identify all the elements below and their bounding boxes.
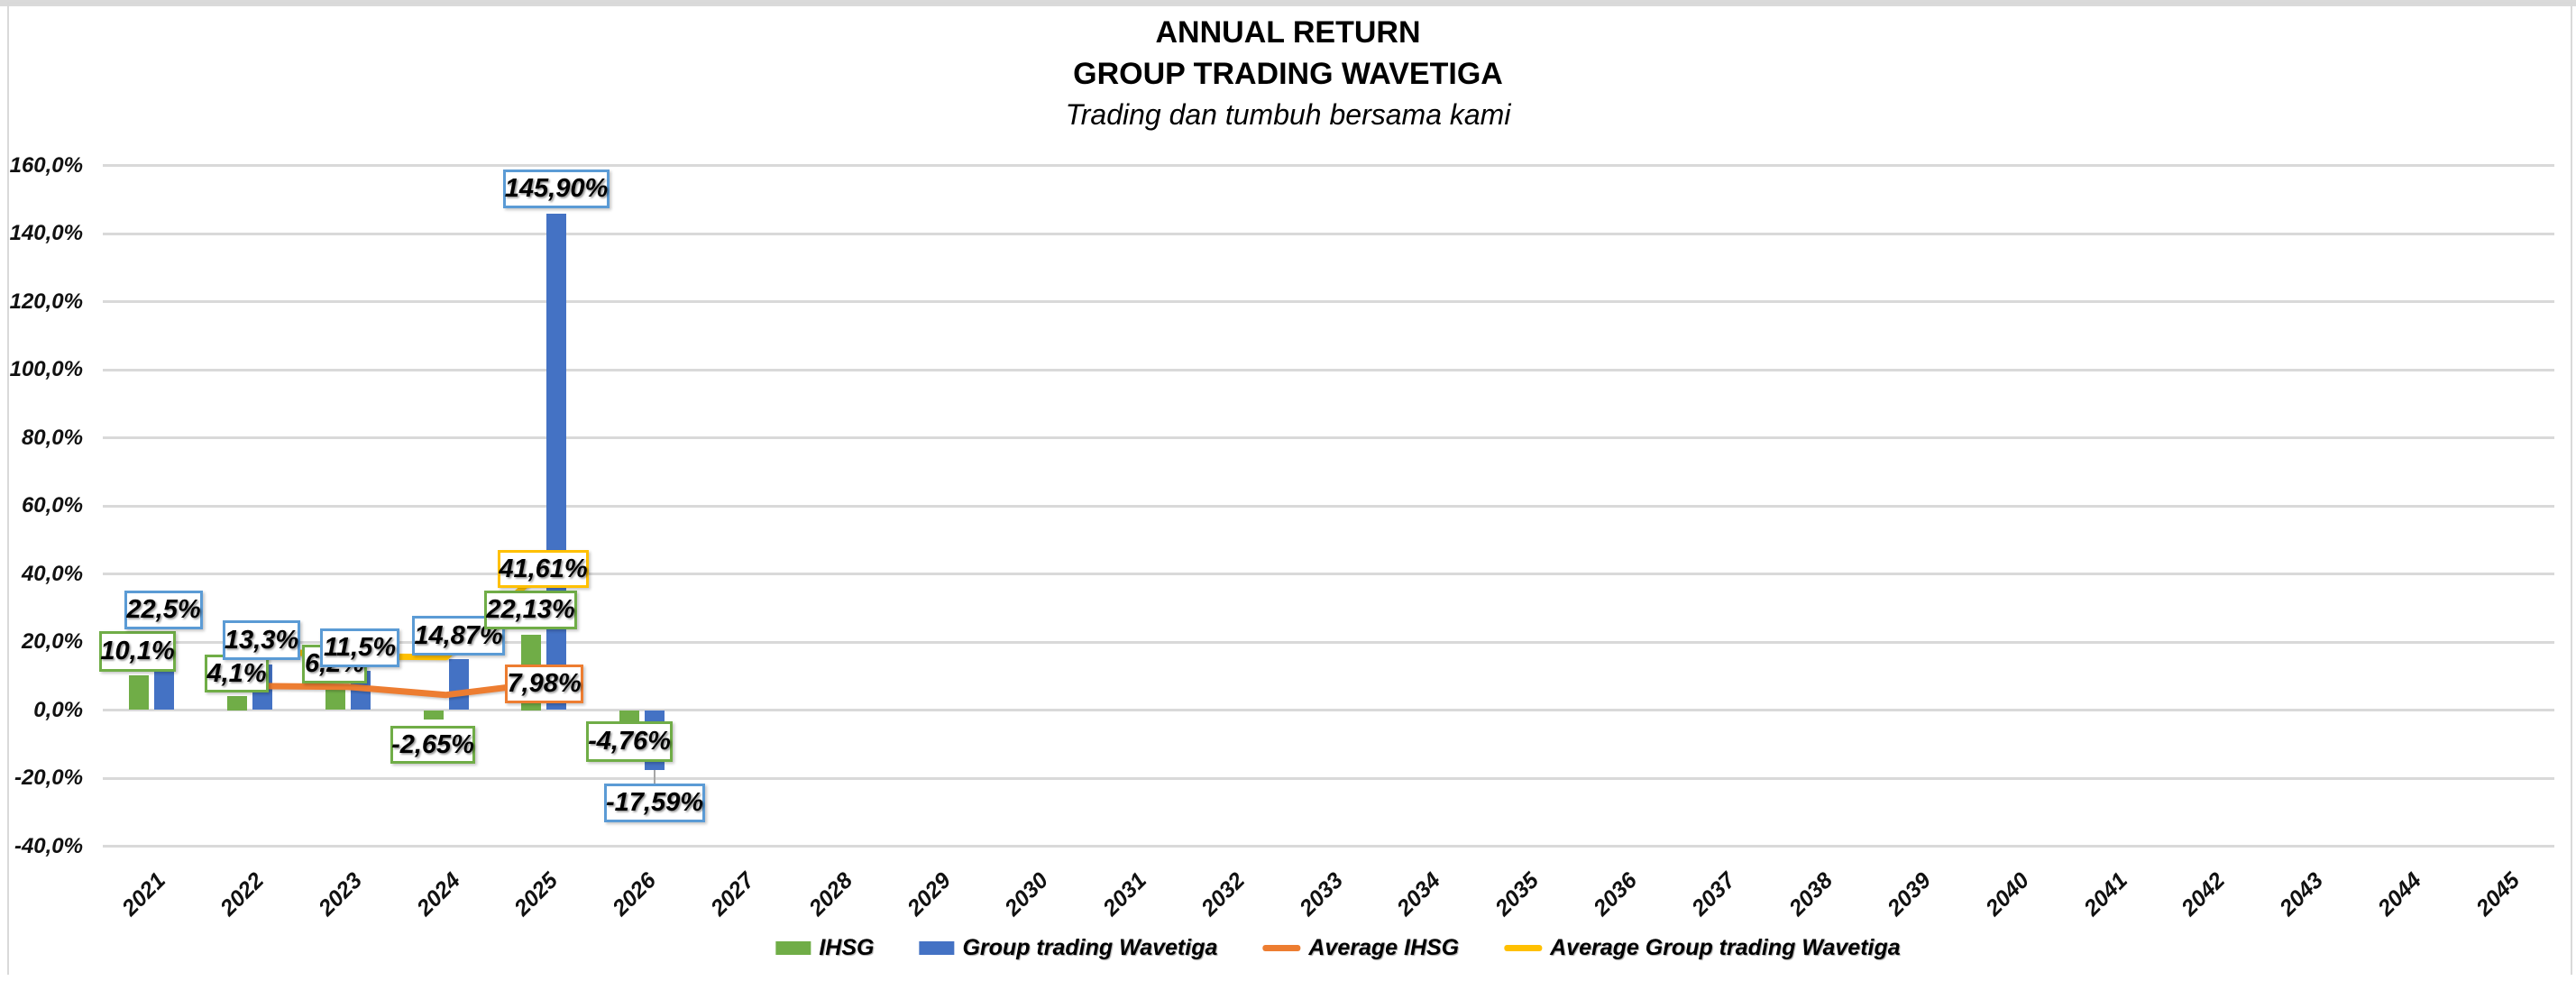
data-label-2022-group-trading-wavetiga: 13,3% [223, 620, 300, 660]
y-axis-tick-label: 100,0% [9, 357, 83, 381]
gridline-60 [103, 504, 2554, 508]
bar-ihsg-2023 [325, 689, 345, 711]
data-label-2024-ihsg: -2,65% [390, 726, 475, 764]
gridline-100 [103, 368, 2554, 371]
legend-label-group-trading-wavetiga: Group trading Wavetiga [962, 934, 1218, 960]
legend-label-average-ihsg: Average IHSG [1308, 934, 1460, 960]
data-label-2026-ihsg: -4,76% [586, 721, 673, 762]
legend-item-group-trading-wavetiga: Group trading Wavetiga [919, 935, 1217, 961]
y-axis-tick-label: -40,0% [14, 833, 83, 858]
data-label-2025-average-group-trading-wavetiga: 41,61% [498, 550, 589, 588]
data-label-2023-group-trading-wavetiga: 11,5% [320, 628, 399, 667]
y-axis-tick-label: 120,0% [9, 289, 83, 314]
gridline-20 [103, 640, 2554, 644]
data-label-2022-ihsg: 4,1% [205, 655, 269, 692]
bar-wavetiga-2024 [448, 659, 469, 711]
bar-ihsg-2024 [423, 710, 444, 720]
chart-subtitle: Trading dan tumbuh bersama kami [1065, 98, 1511, 131]
y-axis-tick-label: 40,0% [21, 561, 83, 586]
data-label-2025-average-ihsg: 7,98% [505, 665, 583, 703]
y-axis-tick-label: 60,0% [21, 493, 83, 518]
chart-title-line2: GROUP TRADING WAVETIGA [1073, 57, 1503, 91]
gridline-0 [103, 709, 2554, 711]
chart-legend: IHSG Group trading Wavetiga Average IHSG… [775, 932, 1901, 963]
data-label-2025-group-trading-wavetiga: 145,90% [503, 170, 610, 208]
average-ihsg-line [246, 679, 547, 699]
data-label-2026-group-trading-wavetiga: -17,59% [604, 784, 705, 822]
chart-frame-top-border [7, 2, 2576, 4]
gridline-80 [103, 436, 2554, 439]
y-axis-tick-label: -20,0% [14, 766, 83, 790]
data-label-2021-ihsg: 10,1% [99, 631, 176, 672]
y-axis-tick-label: 140,0% [9, 221, 83, 245]
y-axis-tick-label: 160,0% [9, 152, 83, 178]
ihsg-series-swatch-icon [775, 940, 811, 955]
gridline-160 [103, 164, 2554, 167]
chart-frame-left-border [7, 2, 9, 975]
average-ihsg-line-swatch-icon [1262, 944, 1301, 951]
gridline-40 [103, 573, 2554, 575]
gridline-140 [103, 232, 2554, 235]
chart-frame-right-border [2571, 2, 2572, 975]
legend-item-average-group-trading-wavetiga: Average Group trading Wavetiga [1504, 935, 1901, 961]
data-label-2025-ihsg: 22,13% [484, 591, 577, 629]
legend-label-average-group-trading-wavetiga: Average Group trading Wavetiga [1550, 934, 1901, 960]
legend-item-ihsg: IHSG [775, 935, 874, 961]
average-wavetiga-line-swatch-icon [1504, 944, 1543, 951]
gridline--40 [103, 845, 2554, 848]
y-axis-tick-label: 20,0% [21, 629, 83, 654]
gridline-120 [103, 300, 2554, 303]
legend-label-ihsg: IHSG [819, 934, 875, 960]
data-label-leader-line [654, 769, 656, 784]
chart-title-line1: ANNUAL RETURN [1155, 15, 1421, 50]
legend-item-average-ihsg: Average IHSG [1262, 935, 1459, 961]
bar-ihsg-2022 [227, 696, 248, 711]
wavetiga-series-swatch-icon [919, 940, 955, 955]
y-axis-tick-label: 80,0% [21, 425, 83, 450]
bar-ihsg-2021 [129, 675, 150, 711]
y-axis-tick-label: 0,0% [33, 697, 83, 722]
gridline--20 [103, 776, 2554, 780]
data-label-2021-group-trading-wavetiga: 22,5% [124, 591, 203, 629]
